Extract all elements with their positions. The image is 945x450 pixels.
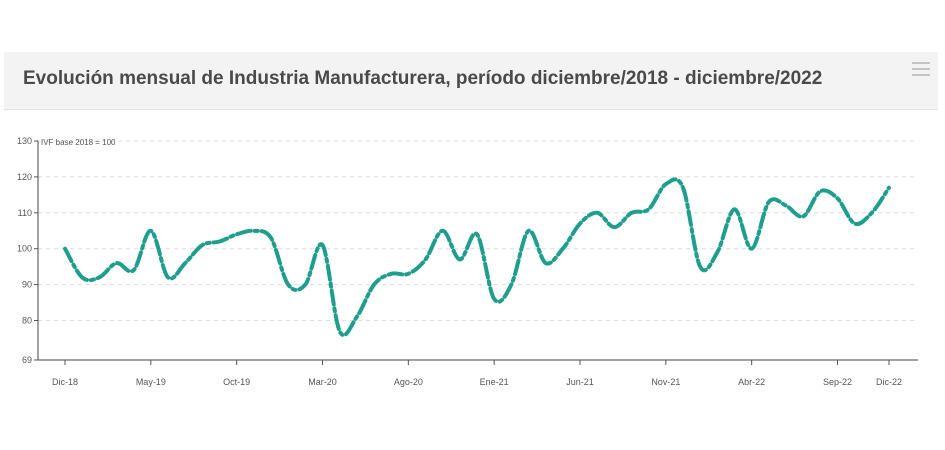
data-point <box>132 268 136 272</box>
data-point <box>595 211 599 215</box>
y-tick-label: 90 <box>22 280 32 290</box>
data-point <box>235 232 239 236</box>
data-point <box>664 182 668 186</box>
x-tick-label: Oct-19 <box>223 377 250 387</box>
x-tick-label: Ago-20 <box>394 377 423 387</box>
x-tick-label: Sep-22 <box>823 377 852 387</box>
y-tick-label: 100 <box>17 244 32 254</box>
x-tick-label: May-19 <box>136 377 166 387</box>
x-tick-label: Mar-20 <box>308 377 337 387</box>
data-point <box>853 222 857 226</box>
x-tick-label: Nov-21 <box>651 377 680 387</box>
data-point <box>115 261 119 265</box>
data-point <box>544 261 548 265</box>
data-point <box>149 229 153 233</box>
x-tick-label: Dic-18 <box>52 377 78 387</box>
data-point <box>372 283 376 287</box>
data-point <box>767 200 771 204</box>
data-point <box>801 214 805 218</box>
data-point <box>509 283 513 287</box>
data-point <box>97 275 101 279</box>
data-point <box>561 247 565 251</box>
y-tick-label: 80 <box>22 316 32 326</box>
data-point <box>887 186 891 190</box>
data-point <box>458 257 462 261</box>
y-tick-label: 130 <box>17 136 32 146</box>
data-point <box>218 240 222 244</box>
chart-panel: Evolución mensual de Industria Manufactu… <box>4 52 938 392</box>
data-point <box>183 261 187 265</box>
chart-header: Evolución mensual de Industria Manufactu… <box>4 52 938 110</box>
data-point <box>647 207 651 211</box>
x-tick-label: Ene-21 <box>480 377 509 387</box>
data-point <box>166 275 170 279</box>
data-point <box>355 315 359 319</box>
data-point <box>63 247 67 251</box>
data-point <box>80 275 84 279</box>
data-point <box>630 211 634 215</box>
data-point <box>286 283 290 287</box>
data-point <box>715 250 719 254</box>
hamburger-menu-icon[interactable] <box>912 62 930 76</box>
y-axis-label: IVF base 2018 = 100 <box>41 138 116 147</box>
data-point <box>389 272 393 276</box>
data-point <box>303 283 307 287</box>
data-point <box>784 204 788 208</box>
x-tick-label: Abr-22 <box>738 377 765 387</box>
series-line <box>63 177 891 338</box>
data-point <box>424 257 428 261</box>
data-point <box>836 196 840 200</box>
data-point <box>338 329 342 333</box>
data-point <box>870 211 874 215</box>
data-point <box>750 247 754 251</box>
data-point <box>492 297 496 301</box>
y-tick-label: 110 <box>18 208 32 218</box>
data-point <box>475 232 479 236</box>
data-point <box>406 272 410 276</box>
data-point <box>252 229 256 233</box>
y-tick-label: 69 <box>22 355 32 365</box>
x-tick-label: Dic-22 <box>876 377 902 387</box>
x-tick-label: Jun-21 <box>566 377 594 387</box>
data-point <box>612 225 616 229</box>
data-point <box>698 265 702 269</box>
data-point <box>269 236 273 240</box>
y-tick-label: 120 <box>17 172 32 182</box>
data-point <box>681 186 685 190</box>
chart-title: Evolución mensual de Industria Manufactu… <box>23 68 823 89</box>
data-point <box>200 243 204 247</box>
data-point <box>441 229 445 233</box>
data-point <box>321 243 325 247</box>
data-point <box>733 207 737 211</box>
data-point <box>818 189 822 193</box>
data-point <box>527 229 531 233</box>
data-point <box>578 222 582 226</box>
